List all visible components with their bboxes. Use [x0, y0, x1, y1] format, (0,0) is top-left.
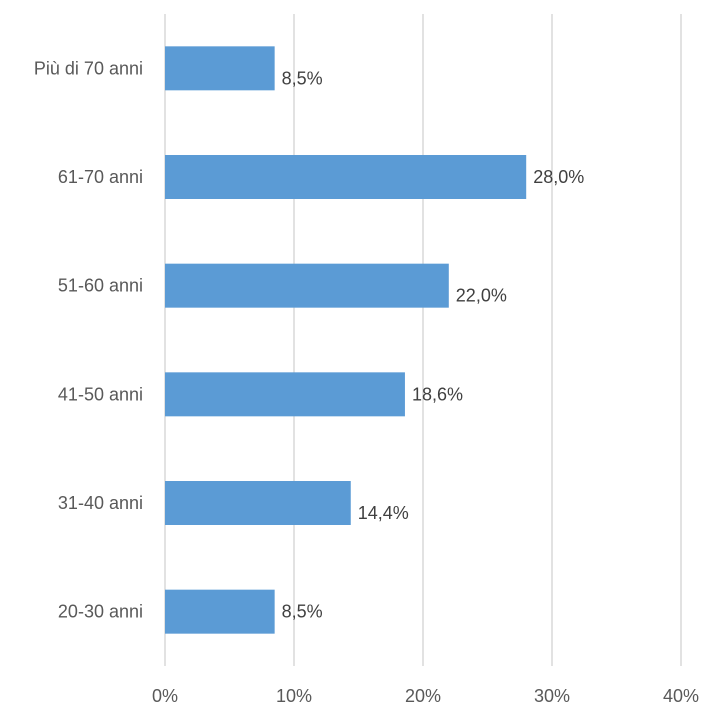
bar [165, 372, 405, 417]
bar [165, 155, 527, 199]
category-labels: Più di 70 anni 61-70 anni 51-60 anni 41-50 … [34, 58, 143, 621]
x-tick-label: 40% [663, 686, 699, 706]
category-label: 51-60 anni [58, 276, 143, 296]
bar [165, 263, 449, 308]
x-tick-label: 10% [276, 686, 312, 706]
category-label: 61-70 anni [58, 167, 143, 187]
x-tick-label: 30% [534, 686, 570, 706]
data-label: 8,5% [282, 68, 323, 88]
data-labels: 8,5% 28,0% 22,0% 18,6% 14,4% 8,5% [282, 68, 585, 621]
bar [165, 46, 275, 91]
data-label: 22,0% [456, 286, 507, 306]
category-label: 31-40 anni [58, 493, 143, 513]
data-label: 18,6% [412, 384, 463, 404]
x-tick-label: 20% [405, 686, 441, 706]
x-tick-label: 0% [152, 686, 178, 706]
category-label: Più di 70 anni [34, 58, 143, 78]
grid-lines [164, 14, 682, 666]
data-label: 8,5% [282, 602, 323, 622]
data-label: 28,0% [533, 167, 584, 187]
bars [165, 46, 527, 634]
data-label: 14,4% [358, 503, 409, 523]
bar [165, 589, 275, 634]
bar [165, 481, 351, 525]
x-axis-tick-labels: 0% 10% 20% 30% 40% [152, 686, 699, 706]
category-label: 20-30 anni [58, 602, 143, 622]
category-label: 41-50 anni [58, 384, 143, 404]
